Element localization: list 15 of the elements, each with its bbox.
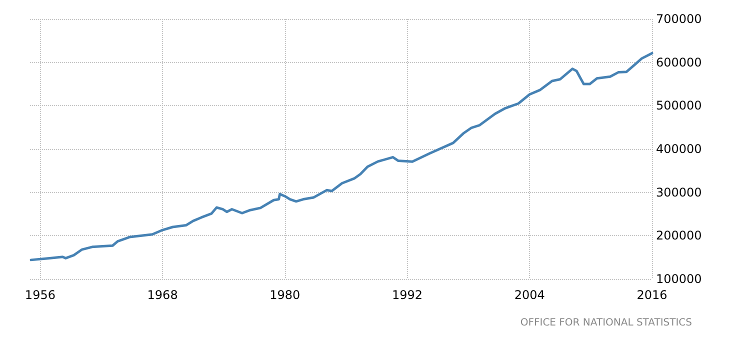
y-tick-label: 200000: [656, 228, 702, 243]
y-tick-label: 500000: [656, 98, 702, 113]
x-tick-label: 1992: [392, 288, 423, 302]
x-tick-label: 2016: [636, 288, 668, 302]
y-tick-label: 700000: [656, 12, 702, 26]
x-tick-label: 1980: [270, 288, 300, 302]
y-tick-label: 100000: [656, 272, 702, 286]
x-tick-label: 1956: [24, 288, 56, 302]
y-tick-label: 600000: [656, 55, 702, 70]
y-tick-label: 400000: [656, 142, 702, 156]
x-tick-label: 1968: [147, 288, 178, 302]
text: OFFICE FOR NATIONAL STATISTICS: [520, 318, 692, 328]
line-series: [30, 52, 654, 262]
y-tick-label: 300000: [656, 185, 702, 200]
x-tick-label: 2004: [514, 288, 545, 302]
